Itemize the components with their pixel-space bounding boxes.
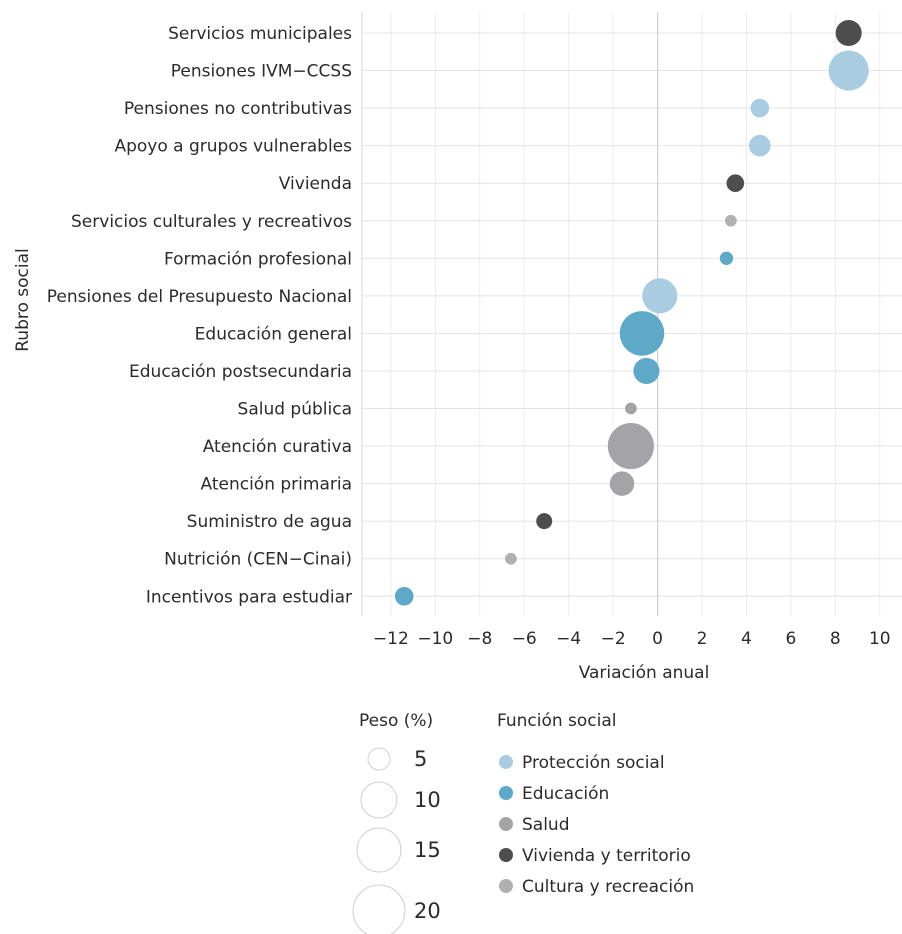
x-tick-label: −8 [467, 629, 492, 649]
vertical-gridlines [390, 12, 881, 616]
color-legend-swatch [499, 817, 513, 831]
color-legend: Función social Protección social Educació… [497, 711, 694, 897]
category-label: Vivienda [279, 174, 352, 194]
color-legend-swatch [499, 786, 513, 800]
size-legend-circle [356, 827, 402, 873]
data-bubble [748, 134, 771, 157]
size-legend-circle [360, 781, 398, 819]
size-legend-label: 5 [414, 747, 427, 771]
y-axis-title: Rubro social [13, 248, 33, 352]
x-tick-labels: −12 −10 −8 −6 −4 −2 0 2 4 6 8 10 [373, 629, 891, 649]
x-tick-label: −6 [512, 629, 537, 649]
data-bubble [619, 311, 665, 356]
color-legend-swatch [499, 848, 513, 862]
category-label: Suministro de agua [187, 512, 352, 532]
category-label: Atención primaria [201, 475, 353, 495]
color-legend-title: Función social [497, 711, 617, 731]
size-legend-circle [352, 884, 406, 934]
size-legend-label: 20 [414, 899, 441, 923]
x-tick-label: 8 [830, 629, 841, 649]
category-label: Pensiones del Presupuesto Nacional [47, 287, 352, 307]
data-bubble [726, 174, 745, 193]
data-bubble [828, 50, 869, 91]
color-legend-label: Vivienda y territorio [522, 846, 691, 866]
data-bubble [642, 278, 678, 314]
data-bubble [719, 251, 734, 265]
category-label: Incentivos para estudiar [146, 587, 352, 607]
category-label: Atención curativa [203, 437, 352, 457]
x-tick-label: −12 [373, 629, 409, 649]
size-legend: Peso (%) 5 10 15 20 [352, 711, 441, 934]
size-legend-title: Peso (%) [359, 711, 433, 731]
category-label: Servicios culturales y recreativos [71, 212, 352, 232]
x-tick-label: 6 [785, 629, 796, 649]
data-bubble [607, 422, 655, 470]
color-legend-swatch [499, 755, 513, 769]
x-axis-title: Variación anual [579, 663, 710, 683]
size-legend-label: 10 [414, 788, 441, 812]
x-tick-label: −2 [601, 629, 626, 649]
data-bubble [505, 552, 517, 565]
data-bubble [625, 402, 637, 415]
x-tick-label: 0 [652, 629, 663, 649]
x-tick-label: −4 [556, 629, 581, 649]
category-label: Pensiones IVM−CCSS [171, 62, 352, 82]
category-label: Apoyo a grupos vulnerables [114, 137, 352, 157]
color-legend-swatch [499, 879, 513, 893]
category-label: Nutrición (CEN−Cinai) [164, 550, 352, 570]
data-bubbles [394, 19, 869, 606]
category-label: Educación general [195, 324, 352, 344]
data-bubble [394, 586, 414, 606]
x-tick-label: −10 [417, 629, 453, 649]
data-bubble [750, 98, 770, 118]
category-label: Pensiones no contributivas [124, 99, 352, 119]
data-bubble [835, 19, 862, 47]
category-label: Servicios municipales [168, 24, 352, 44]
data-bubble [725, 214, 737, 227]
x-tick-label: 2 [697, 629, 708, 649]
category-label: Educación postsecundaria [129, 362, 352, 382]
color-legend-label: Salud [522, 815, 570, 835]
data-bubble [536, 513, 553, 530]
size-legend-circle [367, 747, 391, 771]
category-label: Salud pública [238, 400, 352, 420]
size-legend-label: 15 [414, 838, 441, 862]
x-tick-label: 4 [741, 629, 752, 649]
x-tick-label: 10 [869, 629, 891, 649]
color-legend-label: Protección social [522, 753, 665, 773]
category-label: Formación profesional [164, 249, 352, 269]
data-bubble [633, 357, 660, 385]
color-legend-label: Cultura y recreación [522, 877, 694, 897]
data-bubble [609, 471, 635, 496]
category-labels: Servicios municipales Pensiones IVM−CCSS P… [47, 24, 352, 607]
color-legend-label: Educación [522, 784, 609, 804]
